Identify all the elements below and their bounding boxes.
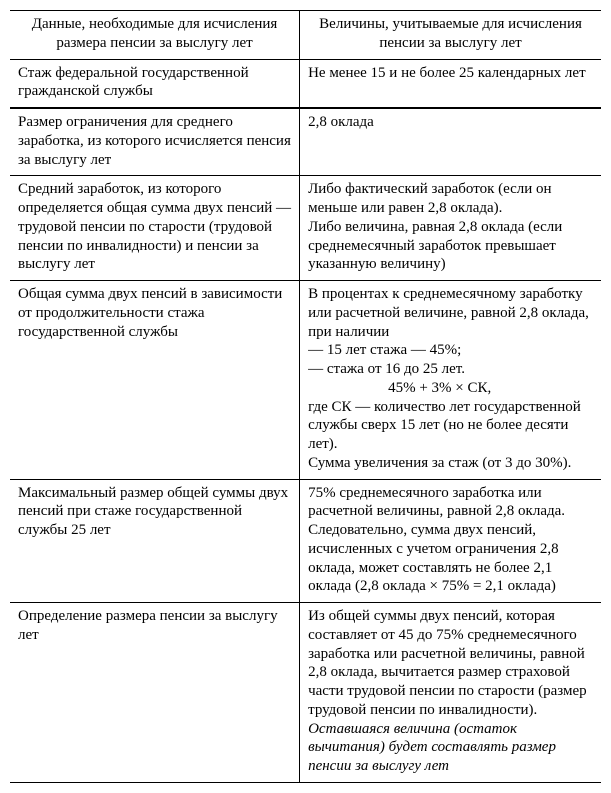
cell-right: Не менее 15 и не более 25 календарных ле… — [300, 59, 601, 108]
table-row: Максимальный размер общей суммы двух пен… — [10, 479, 601, 603]
cell-right: 75% среднемесячного заработка или расчет… — [300, 479, 601, 603]
pension-table: Данные, необходимые для исчисления разме… — [10, 10, 601, 783]
cell-left: Максимальный размер общей суммы двух пен… — [10, 479, 300, 603]
cell-right: Либо фактический заработок (если он мень… — [300, 176, 601, 281]
formula: 45% + 3% × СК, — [308, 380, 491, 396]
table-row: Стаж федеральной государственной граждан… — [10, 59, 601, 108]
table-row: Определение размера пенсии за выслугу ле… — [10, 603, 601, 783]
cell-left: Общая сумма двух пенсий в зависимости от… — [10, 281, 300, 480]
text-line: где СК — количество лет государственной … — [308, 399, 581, 453]
header-row: Данные, необходимые для исчисления разме… — [10, 11, 601, 60]
cell-left: Средний заработок, из которого определяе… — [10, 176, 300, 281]
header-right: Величины, учитываемые для исчисления пен… — [300, 11, 601, 60]
text-line: Либо величина, равная 2,8 оклада (если с… — [308, 219, 562, 273]
text-line: — стажа от 16 до 25 лет. — [308, 361, 465, 377]
cell-right: В процентах к среднемесячному заработку … — [300, 281, 601, 480]
text-line: Сумма увеличения за стаж (от 3 до 30%). — [308, 455, 571, 471]
cell-right: 2,8 оклада — [300, 108, 601, 176]
text-line: В процентах к среднемесячному заработку … — [308, 286, 589, 340]
text-line: 75% среднемесячного заработка или расчет… — [308, 485, 565, 520]
text-line: Из общей суммы двух пенсий, которая сост… — [308, 608, 587, 718]
text-line-italic: Оставшаяся величина (остаток вычитания) … — [308, 721, 556, 775]
cell-right: Из общей суммы двух пенсий, которая сост… — [300, 603, 601, 783]
header-left: Данные, необходимые для исчисления разме… — [10, 11, 300, 60]
table-row: Размер ограничения для среднего заработк… — [10, 108, 601, 176]
cell-left: Стаж федеральной государственной граждан… — [10, 59, 300, 108]
table-row: Общая сумма двух пенсий в зависимости от… — [10, 281, 601, 480]
table-row: Средний заработок, из которого определяе… — [10, 176, 601, 281]
text-line: — 15 лет стажа — 45%; — [308, 342, 461, 358]
cell-left: Определение размера пенсии за выслугу ле… — [10, 603, 300, 783]
text-line: Либо фактический заработок (если он мень… — [308, 181, 552, 216]
text-line: Следовательно, сумма двух пенсий, исчисл… — [308, 522, 559, 594]
cell-left: Размер ограничения для среднего заработк… — [10, 108, 300, 176]
